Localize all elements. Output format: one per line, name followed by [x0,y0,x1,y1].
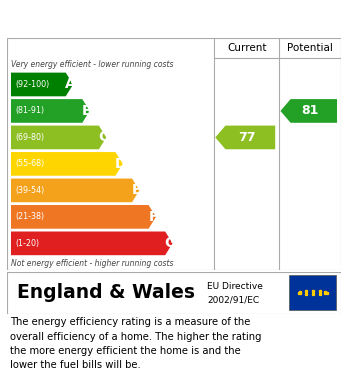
Polygon shape [11,179,140,202]
Text: Current: Current [227,43,267,53]
Text: F: F [149,210,158,224]
Text: England & Wales: England & Wales [17,283,195,302]
Text: 77: 77 [238,131,256,144]
Text: (1-20): (1-20) [15,239,39,248]
Text: (55-68): (55-68) [15,160,44,169]
Text: B: B [82,104,93,118]
Text: E: E [132,183,142,197]
Text: (69-80): (69-80) [15,133,44,142]
Text: G: G [164,236,176,250]
Text: D: D [114,157,126,171]
Polygon shape [11,99,90,123]
Polygon shape [215,126,275,149]
Polygon shape [280,99,337,123]
Polygon shape [11,73,73,96]
Text: C: C [98,131,109,144]
Text: Not energy efficient - higher running costs: Not energy efficient - higher running co… [11,259,173,268]
Bar [289,275,336,310]
Text: Very energy efficient - lower running costs: Very energy efficient - lower running co… [11,60,173,69]
Text: (92-100): (92-100) [15,80,49,89]
Text: 2002/91/EC: 2002/91/EC [207,296,260,305]
Text: The energy efficiency rating is a measure of the
overall efficiency of a home. T: The energy efficiency rating is a measur… [10,317,262,370]
Polygon shape [11,205,156,229]
Text: 81: 81 [302,104,319,117]
Polygon shape [11,152,123,176]
Text: Energy Efficiency Rating: Energy Efficiency Rating [14,10,223,25]
Text: EU Directive: EU Directive [207,282,263,291]
Text: (39-54): (39-54) [15,186,44,195]
Text: (21-38): (21-38) [15,212,44,221]
Text: Potential: Potential [287,43,333,53]
Text: A: A [65,77,76,91]
Text: (81-91): (81-91) [15,106,44,115]
Polygon shape [11,231,173,255]
Polygon shape [11,126,106,149]
